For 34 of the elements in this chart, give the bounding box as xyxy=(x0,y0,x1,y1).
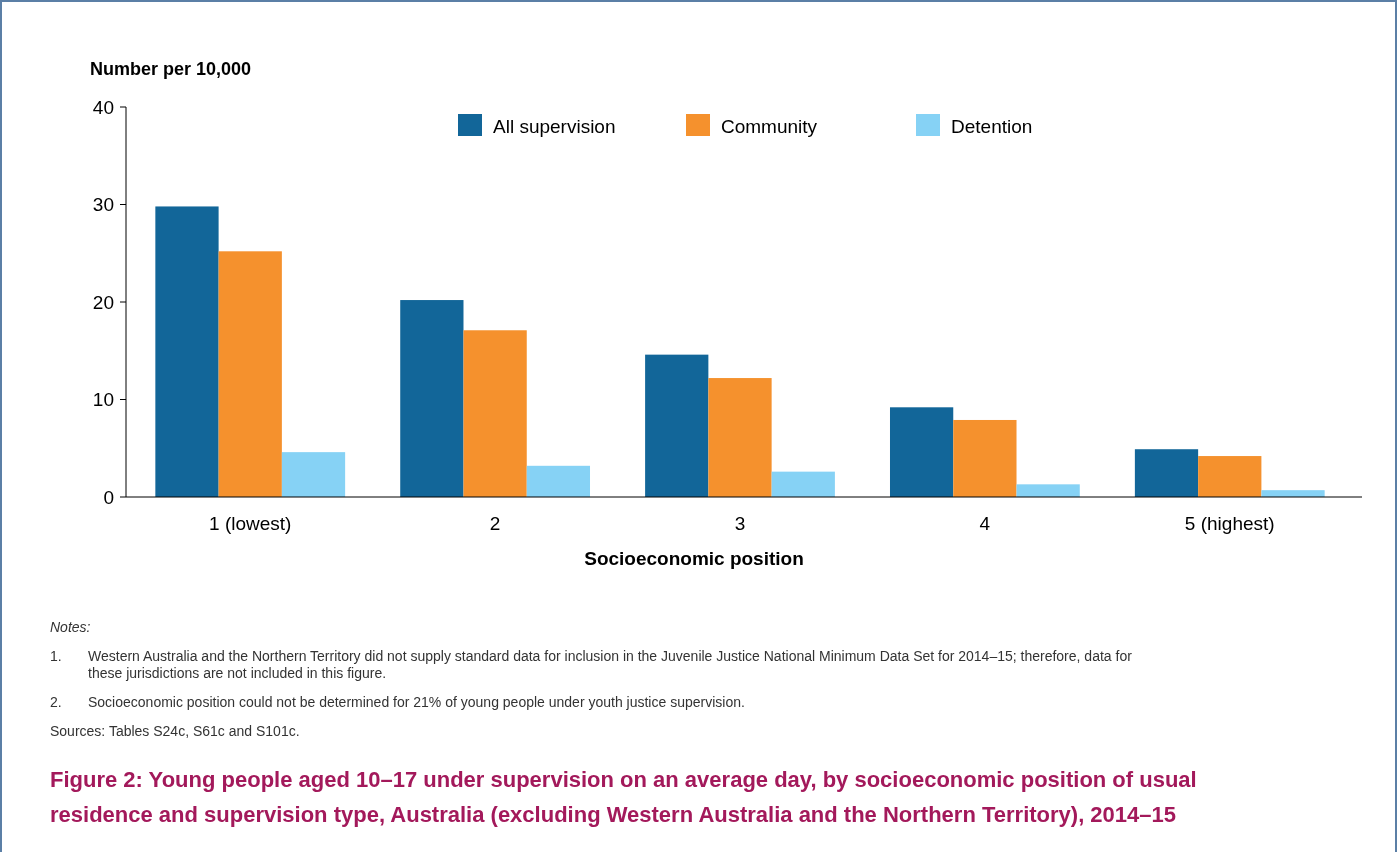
bar xyxy=(1016,484,1080,497)
bar xyxy=(771,471,835,497)
bar xyxy=(953,419,1017,497)
x-tick-label: 1 (lowest) xyxy=(209,513,292,534)
legend-label: All supervision xyxy=(493,115,616,137)
bar xyxy=(1198,456,1262,497)
bar xyxy=(155,206,219,497)
text: 2. Socioeconomic position could not be determined for 21% of young people under youth justice supervision. xyxy=(50,694,745,710)
bar xyxy=(1134,449,1199,497)
text: 1. Western Australia and the Northern Territory did not supply standard data for inclusion in the Juvenile Justice National Minimum Data Set for 2014–15; therefore, data for these jurisdictions are not included in this figure. xyxy=(50,648,1132,681)
x-tick-label: 5 (highest) xyxy=(1184,513,1275,534)
legend-label: Detention xyxy=(951,115,1033,137)
bar xyxy=(889,407,954,497)
bar xyxy=(400,300,464,497)
bar xyxy=(645,354,709,497)
bar xyxy=(708,378,772,497)
legend-label: Community xyxy=(721,115,818,137)
text: Figure 2: Young people aged 10–17 under supervision on an average day, by socioeconomic position of usual residence and supervision type, Australia (excluding Western Australia and the Northern Territory), 2014–15 xyxy=(50,767,1197,827)
source-note: Sources: Tables S24c, S61c and S101c. xyxy=(50,723,300,739)
text: Notes: xyxy=(50,619,91,635)
bar xyxy=(218,251,282,497)
y-tick-label: 40 xyxy=(92,96,114,118)
bar xyxy=(463,330,527,497)
y-tick-label: 30 xyxy=(92,194,114,216)
y-tick-label: 20 xyxy=(92,291,114,313)
bar xyxy=(526,465,591,497)
x-axis-title: Socioeconomic position xyxy=(584,548,804,569)
x-tick-label: 4 xyxy=(979,513,991,534)
y-tick-label: 0 xyxy=(103,486,114,508)
bar xyxy=(281,452,346,497)
y-axis-title: Number per 10,000 xyxy=(90,59,252,79)
y-tick-label: 10 xyxy=(92,389,114,411)
x-tick-label: 2 xyxy=(489,513,501,534)
x-tick-label: 3 xyxy=(734,513,746,534)
